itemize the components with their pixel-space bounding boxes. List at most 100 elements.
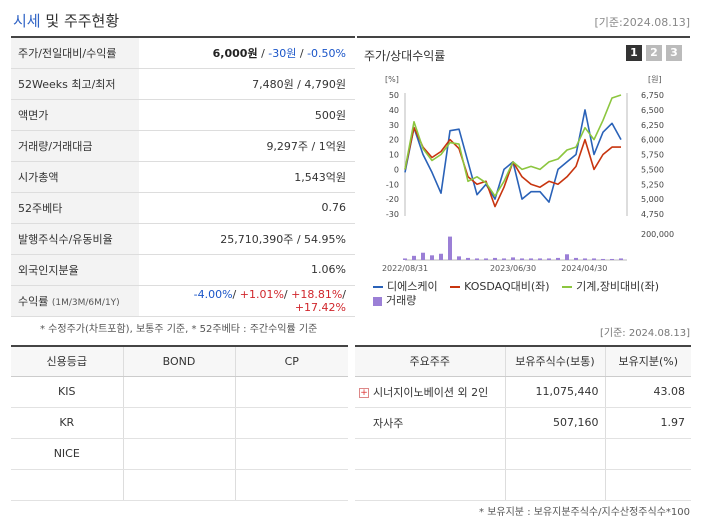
cell-bond	[122, 438, 235, 470]
cell-holder: 자사주	[355, 407, 505, 439]
legend-item-kosdaq: KOSDAQ대비(좌)	[450, 280, 550, 294]
title-accent: 시세	[13, 12, 41, 30]
legend-item-volume: 거래량	[373, 294, 416, 308]
cell-shares	[504, 469, 605, 501]
table-row: 52주베타 0.76	[11, 192, 355, 224]
legend-item-dsk: 디에스케이	[373, 280, 438, 294]
volume-bar	[556, 257, 560, 260]
cell-stake: 1.97	[604, 407, 691, 439]
table-row: 자사주 507,160 1.97	[355, 407, 691, 439]
cell-holder[interactable]: + 시너지이노베이션 외 2인	[355, 376, 505, 408]
volume-bar	[421, 252, 425, 260]
legend-swatch-machinery	[562, 286, 573, 288]
volume-bar	[457, 256, 461, 260]
left-tick-label: 0	[394, 165, 399, 174]
left-tick-label: 20	[389, 136, 399, 145]
cell-agency: KR	[11, 407, 123, 439]
legend-label-machinery: 기계,장비대비(좌)	[576, 280, 659, 293]
volume-bar	[412, 255, 416, 260]
left-axis-unit: [%]	[385, 75, 399, 84]
col-header-bond: BOND	[122, 346, 235, 377]
chart-tab-2[interactable]: 2	[646, 45, 662, 61]
cell-bond	[122, 469, 235, 501]
legend-item-machinery: 기계,장비대비(좌)	[562, 280, 659, 294]
volume-bar	[538, 258, 542, 260]
left-tick-label: -10	[386, 180, 399, 189]
credit-rating-table: 신용등급 BOND CP KIS KR NICE	[11, 345, 348, 501]
table-row: 수익률 (1M/3M/6M/1Y) -4.00%/ +1.01%/ +18.81…	[11, 285, 355, 317]
price-value: 6,000원 / -30원 / -0.50%	[139, 37, 355, 69]
legend-label-dsk: 디에스케이	[387, 280, 438, 293]
legend-label-kosdaq: KOSDAQ대비(좌)	[464, 280, 550, 293]
week52-label: 52Weeks 최고/최저	[11, 68, 139, 100]
mcap-label: 시가총액	[11, 161, 139, 193]
current-price: 6,000원	[212, 46, 258, 60]
volume-bar	[484, 258, 488, 260]
volume-bar	[493, 257, 497, 260]
return-1m: -4.00%	[193, 287, 233, 301]
par-value: 500원	[139, 99, 355, 131]
volume-bar	[619, 258, 623, 260]
footnote-chart: * 수정주가(차트포함), 보통주 기준, * 52주베타 : 주간수익률 기준	[40, 324, 318, 335]
holder-name: 자사주	[373, 416, 404, 430]
col-header-cp: CP	[234, 346, 348, 377]
return-value: -4.00%/ +1.01%/ +18.81%/ +17.42%	[139, 285, 355, 317]
volume-bar	[592, 258, 596, 260]
cell-cp	[234, 438, 348, 470]
series-line-3	[404, 94, 622, 197]
right-tick-label: 6,000	[641, 136, 664, 145]
cell-agency: KIS	[11, 376, 123, 408]
volume-value: 9,297주 / 1억원	[139, 130, 355, 162]
right-tick-label: 4,750	[641, 210, 664, 219]
cell-stake	[604, 469, 691, 501]
cell-shares: 507,160	[504, 407, 605, 439]
volume-bar	[547, 258, 551, 260]
week52-value: 7,480원 / 4,790원	[139, 68, 355, 100]
left-tick-label: 30	[389, 121, 399, 130]
legend-swatch-dsk	[373, 286, 383, 288]
volume-bar	[574, 257, 578, 260]
foreign-label: 외국인지분율	[11, 254, 139, 286]
return-1y: +17.42%	[294, 300, 346, 314]
base-date-holders: [기준: 2024.08.13]	[599, 328, 690, 339]
volume-tick-label: 200,000	[641, 230, 674, 239]
chart-tab-1[interactable]: 1	[626, 45, 642, 61]
table-row	[355, 438, 691, 470]
right-tick-label: 5,000	[641, 195, 664, 204]
right-tick-label: 5,250	[641, 180, 664, 189]
table-row: 발행주식수/유동비율 25,710,390주 / 54.95%	[11, 223, 355, 255]
series-line-2	[404, 126, 621, 208]
volume-bar	[430, 255, 434, 260]
return-label: 수익률	[18, 294, 49, 308]
volume-bar	[583, 258, 587, 260]
beta-label: 52주베타	[11, 192, 139, 224]
cell-cp	[234, 376, 348, 408]
table-row: 시가총액 1,543억원	[11, 161, 355, 193]
legend-swatch-volume	[373, 296, 382, 306]
right-tick-label: 6,750	[641, 91, 664, 100]
cell-shares	[504, 438, 605, 470]
expand-plus-icon[interactable]: +	[359, 387, 369, 398]
table-header-row: 주요주주 보유주식수(보통) 보유지분(%)	[355, 346, 691, 377]
table-header-row: 신용등급 BOND CP	[11, 346, 348, 377]
return-label-cell: 수익률 (1M/3M/6M/1Y)	[11, 285, 139, 317]
table-row	[355, 469, 691, 501]
left-tick-label: -30	[386, 210, 399, 219]
holder-name[interactable]: 시너지이노베이션 외 2인	[373, 385, 489, 399]
volume-bar	[610, 258, 614, 260]
volume-label: 거래량/거래대금	[11, 130, 139, 162]
cell-stake	[604, 438, 691, 470]
table-row: NICE	[11, 438, 348, 470]
chart-tabs: 1 2 3	[626, 45, 682, 61]
table-row: 주가/전일대비/수익률 6,000원 / -30원 / -0.50%	[11, 37, 355, 69]
chart-tab-3[interactable]: 3	[666, 45, 682, 61]
volume-bar	[520, 258, 524, 260]
cell-agency: NICE	[11, 438, 123, 470]
table-row: 외국인지분율 1.06%	[11, 254, 355, 286]
right-tick-label: 5,500	[641, 165, 664, 174]
major-shareholders-table: 주요주주 보유주식수(보통) 보유지분(%) + 시너지이노베이션 외 2인 11…	[355, 345, 691, 501]
left-tick-label: 40	[389, 106, 399, 115]
volume-bar	[466, 257, 470, 260]
chart-panel: 주가/상대수익률 1 2 3 [%] [원] 50 40 30 20 10 0 -10 -20 -3…	[357, 36, 690, 317]
col-header-holder: 주요주주	[355, 346, 505, 377]
